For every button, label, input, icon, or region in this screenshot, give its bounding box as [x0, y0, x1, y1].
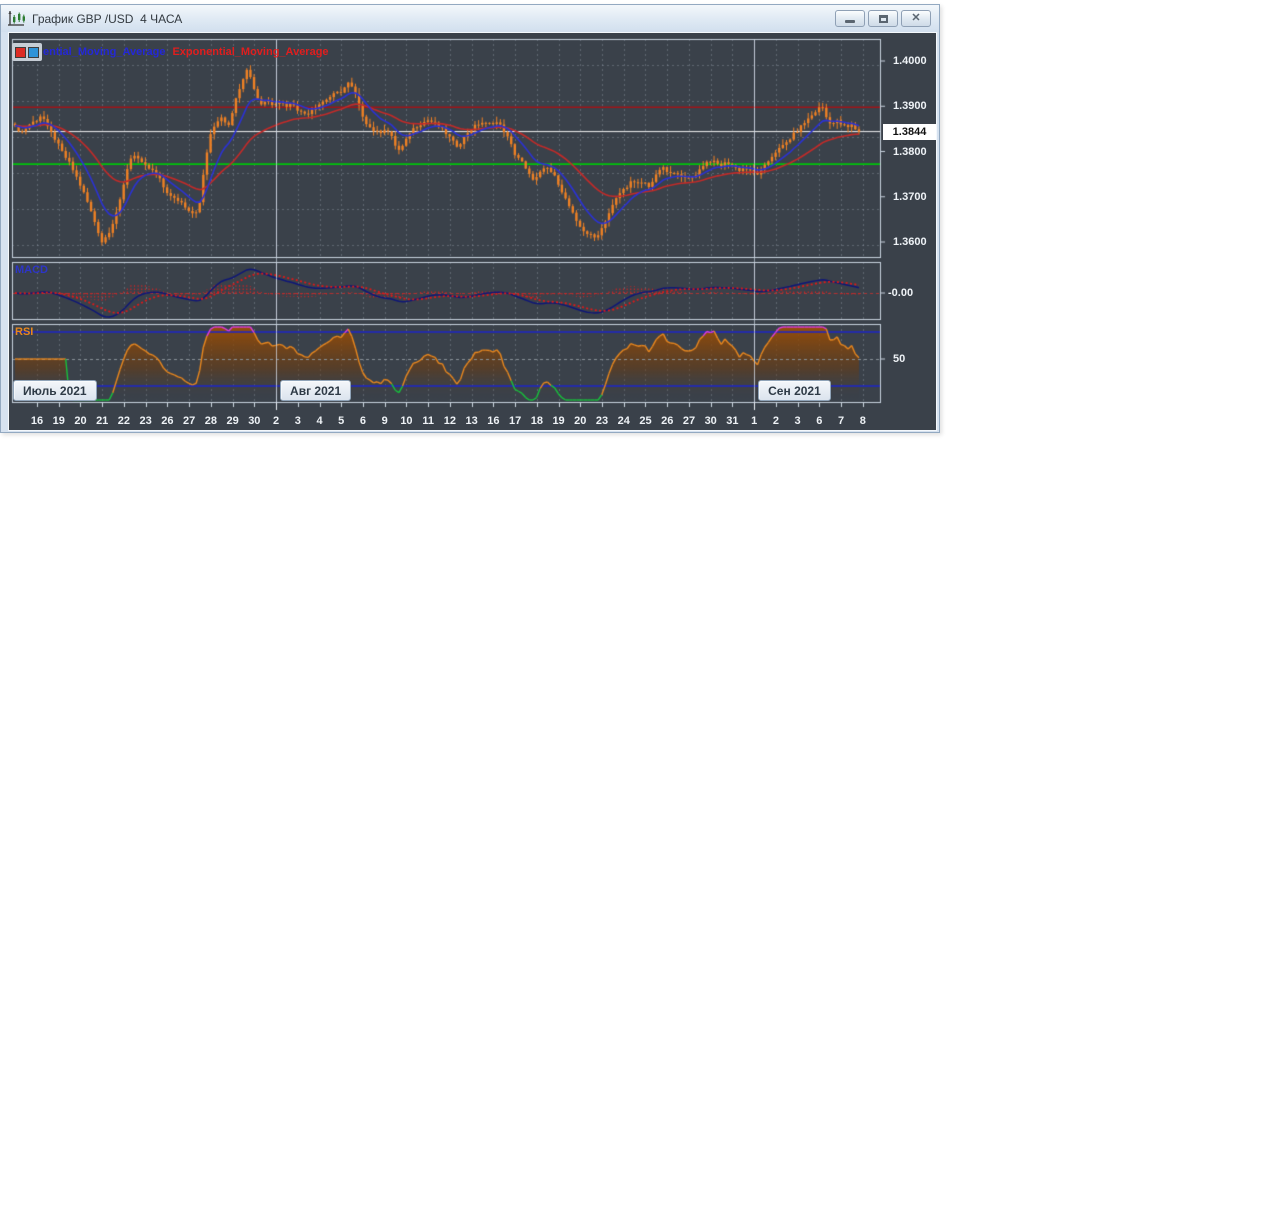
- date-axis-label: 19: [552, 415, 565, 427]
- date-axis-label: 31: [726, 415, 739, 427]
- date-axis-label: 3: [794, 415, 801, 427]
- date-axis-label: 20: [574, 415, 587, 427]
- window-titlebar[interactable]: График GBP /USD 4 ЧАСА ✕: [1, 5, 939, 32]
- ema-legend-label-red: Exponential_Moving_Average: [172, 46, 329, 58]
- date-axis-label: 26: [661, 415, 674, 427]
- date-axis-label: 30: [248, 415, 261, 427]
- date-axis-label: 27: [682, 415, 696, 427]
- maximize-icon: [878, 14, 888, 23]
- maximize-button[interactable]: [868, 10, 898, 27]
- minimize-icon: [845, 20, 855, 23]
- y-axis-label: 1.3600: [893, 236, 927, 248]
- ema-legend-label-blue: ential_Moving_Average: [43, 46, 166, 58]
- macd-panel-label: MACD: [15, 264, 48, 276]
- month-label-september: Сен 2021: [758, 380, 831, 401]
- window-controls: ✕: [835, 10, 933, 27]
- date-axis-label: 19: [52, 415, 65, 427]
- blue-indicator-swatch[interactable]: [28, 46, 39, 58]
- date-axis-label: 16: [30, 415, 44, 427]
- window-title: График GBP /USD 4 ЧАСА: [32, 11, 183, 26]
- date-axis-label: 17: [508, 415, 522, 427]
- red-indicator-swatch[interactable]: [15, 46, 26, 58]
- rsi-axis-label: 50: [893, 353, 906, 365]
- date-axis-label: 6: [359, 415, 367, 427]
- rsi-panel-label: RSI: [15, 326, 34, 338]
- date-axis-label: 28: [204, 415, 217, 427]
- date-axis-label: 3: [294, 415, 301, 427]
- chart-window: График GBP /USD 4 ЧАСА ✕ ential_Moving_A…: [0, 4, 940, 433]
- indicator-swatch-panel: [12, 43, 42, 61]
- chart-canvas[interactable]: [9, 33, 936, 430]
- y-axis-label: 1.3800: [893, 145, 927, 158]
- date-axis-label: 21: [96, 415, 109, 427]
- date-axis-label: 5: [338, 415, 345, 427]
- date-axis-label: 9: [381, 415, 388, 427]
- month-label-august: Авг 2021: [280, 380, 352, 401]
- y-axis-label: 1.4000: [893, 55, 927, 67]
- date-axis-label: 30: [704, 415, 717, 427]
- date-axis-label: 26: [161, 415, 174, 427]
- date-axis-label: 2: [272, 415, 280, 427]
- date-axis-label: 4: [316, 415, 323, 427]
- date-axis-label: 24: [617, 415, 630, 427]
- chart-region: ential_Moving_Average Exponential_Moving…: [8, 32, 937, 431]
- date-axis-label: 8: [859, 415, 866, 427]
- date-axis-label: 23: [139, 415, 152, 427]
- date-axis-label: 10: [400, 415, 413, 427]
- date-axis-label: 7: [838, 415, 845, 427]
- macd-axis-label: -0.00: [888, 287, 914, 299]
- date-axis-label: 27: [182, 415, 196, 427]
- date-axis-label: 11: [422, 415, 434, 427]
- date-axis-label: 1: [751, 415, 758, 427]
- date-axis-label: 16: [487, 415, 500, 427]
- date-axis-label: 23: [595, 415, 609, 427]
- month-label-july: Июль 2021: [13, 380, 97, 401]
- chart-window-icon: [8, 10, 25, 26]
- indicator-legend: ential_Moving_Average Exponential_Moving…: [12, 42, 329, 62]
- date-axis-label: 29: [226, 415, 239, 427]
- date-axis-label: 12: [443, 415, 457, 427]
- y-axis-label: 1.3900: [893, 100, 927, 113]
- date-axis-label: 2: [772, 415, 779, 427]
- current-price-tag: 1.3844: [883, 123, 936, 140]
- date-axis-label: 22: [117, 415, 131, 427]
- date-axis-label: 18: [530, 415, 543, 427]
- minimize-button[interactable]: [835, 10, 865, 27]
- date-axis-label: 13: [465, 415, 478, 427]
- close-button[interactable]: ✕: [901, 10, 931, 27]
- y-axis-label: 1.3700: [893, 190, 927, 203]
- date-axis-label: 20: [74, 415, 87, 427]
- date-axis-label: 6: [816, 415, 823, 427]
- date-axis-label: 25: [639, 415, 652, 427]
- close-icon: ✕: [911, 12, 921, 24]
